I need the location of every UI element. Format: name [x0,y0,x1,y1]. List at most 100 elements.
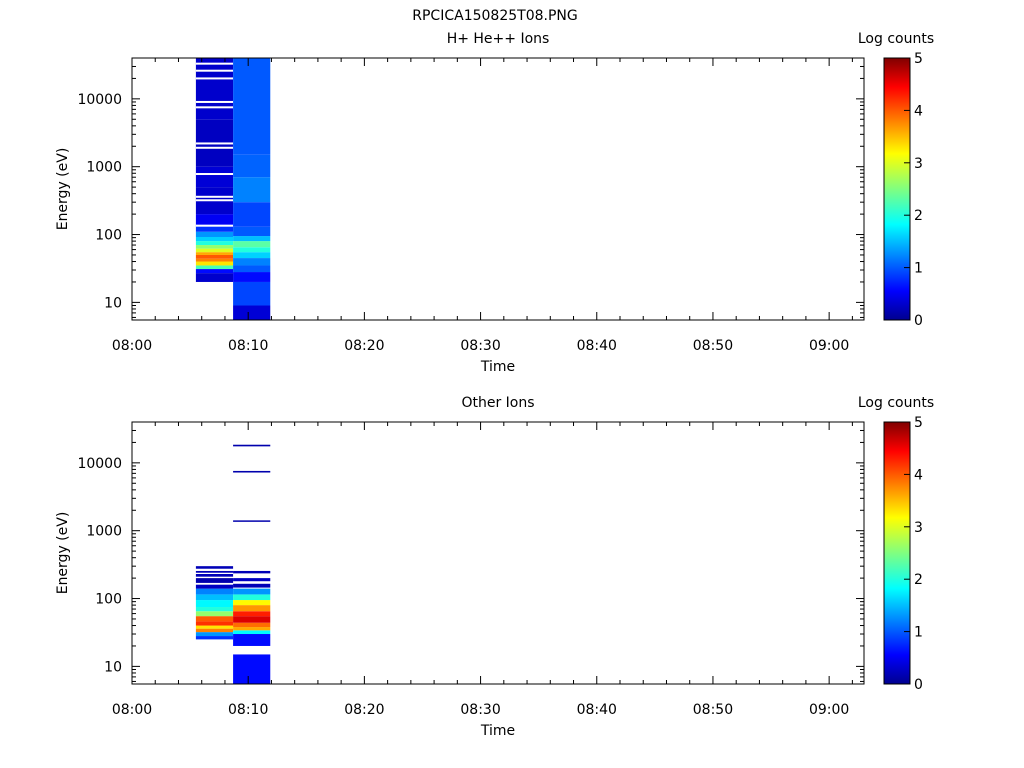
heatmap-cell [233,470,271,473]
colorbar [883,421,911,685]
panel-h-he-ions: H+ He++ Ions 08:00 08:10 08:20 08:30 08:40 08:… [55,31,934,375]
heatmap-cell [233,177,271,203]
panel-title: Other Ions [461,395,534,411]
x-tick-label: 08:10 [228,702,268,718]
heatmap-cell [233,258,271,266]
x-tick-label: 08:10 [228,338,268,354]
heatmap-cell [233,281,271,306]
colorbar-tick-label: 0 [914,313,923,329]
y-axis-label: Energy (eV) [55,148,71,231]
heatmap-cell [233,305,271,320]
no-data-line [195,142,234,145]
heatmap-cell [233,605,271,612]
heatmap-cell [195,588,234,595]
colorbar-tick-label: 5 [914,415,923,431]
heatmap-cell [195,269,234,274]
heatmap-cell [233,634,271,646]
x-tick-label: 09:00 [809,338,849,354]
no-data-line [195,62,234,65]
heatmap-cell [195,241,234,246]
heatmap-cell [195,607,234,612]
heatmap-cell [233,627,271,631]
heatmap-cell [195,258,234,262]
x-tick-label: 08:50 [693,338,733,354]
heatmap-cell [233,444,271,447]
heatmap-cell [233,594,271,601]
heatmap-cell [195,570,234,573]
heatmap-cell [233,236,271,242]
no-data-line [195,199,234,202]
x-tick-label: 08:30 [460,338,500,354]
x-axis-label: Time [480,359,515,375]
x-tick-label: 09:00 [809,702,849,718]
y-tick-label: 10 [104,659,122,675]
heatmap-cell [233,600,271,606]
panel-other-ions: Other Ions 08:00 08:10 08:20 08:30 08:40 08:50… [55,395,934,739]
no-data-line [195,77,234,80]
heatmap-cell [195,224,234,232]
no-data-line [195,100,234,103]
heatmap-cell [195,214,234,225]
no-data-line [195,224,234,227]
heatmap-cell [195,628,234,633]
heatmap-cell [233,265,271,273]
x-tick-label: 08:40 [577,338,617,354]
heatmap-cell [233,226,271,237]
heatmap-cell [195,594,234,601]
heatmap-cell [195,625,234,629]
colorbar-tick-label: 0 [914,677,923,693]
heatmap-cell [233,622,271,628]
colorbar-tick-label: 2 [914,572,923,588]
y-tick-label: 10 [104,295,122,311]
heatmap-cell [195,611,234,617]
colorbar-label: Log counts [858,31,934,47]
heatmap-cell [195,621,234,626]
y-tick-label: 100 [95,228,122,244]
heatmap-cell [233,241,271,248]
no-data-line [195,106,234,109]
y-tick-label: 1000 [86,160,122,176]
heatmap-cell [233,202,271,227]
heatmap-cell [195,600,234,608]
x-tick-label: 08:30 [460,702,500,718]
x-tick-label: 08:00 [112,702,152,718]
x-axis-label: Time [480,723,515,739]
plot-frame [131,57,865,321]
colorbar-tick-label: 1 [914,261,923,277]
heatmap-cell [233,252,271,259]
x-tick-label: 08:20 [344,338,384,354]
heatmap-cell [233,611,271,617]
colorbar-tick-label: 3 [914,156,923,172]
y-tick-label: 1000 [86,524,122,540]
x-tick-label: 08:40 [577,702,617,718]
x-tick-label: 08:00 [112,338,152,354]
heatmap-cell [195,245,234,249]
y-tick-label: 100 [95,592,122,608]
heatmap-cell [195,566,234,569]
heatmap-cell [195,248,234,253]
heatmap-cell [195,573,234,577]
heatmap-cell [195,273,234,282]
heatmap-cell [195,252,234,255]
colorbar-tick-label: 5 [914,51,923,67]
no-data-line [195,69,234,72]
heatmap-cell [195,636,234,640]
heatmap-cell [233,58,271,155]
colorbar [883,57,911,321]
heatmap-cell [233,570,271,574]
heatmap-cell [195,254,234,259]
no-data-line [195,195,234,198]
colorbar-tick-label: 3 [914,520,923,536]
heatmap-cell [233,272,271,282]
x-tick-label: 08:20 [344,702,384,718]
colorbar-tick-label: 4 [914,103,923,119]
heatmap-cell [233,520,271,522]
figure-title: RPCICA150825T08.PNG [412,8,577,24]
heatmap-cell [195,578,234,583]
colorbar-tick-label: 2 [914,208,923,224]
heatmap-cell [195,616,234,622]
heatmap-cell [195,166,234,188]
heatmap-cell [233,616,271,623]
heatmap-cell [195,58,234,120]
